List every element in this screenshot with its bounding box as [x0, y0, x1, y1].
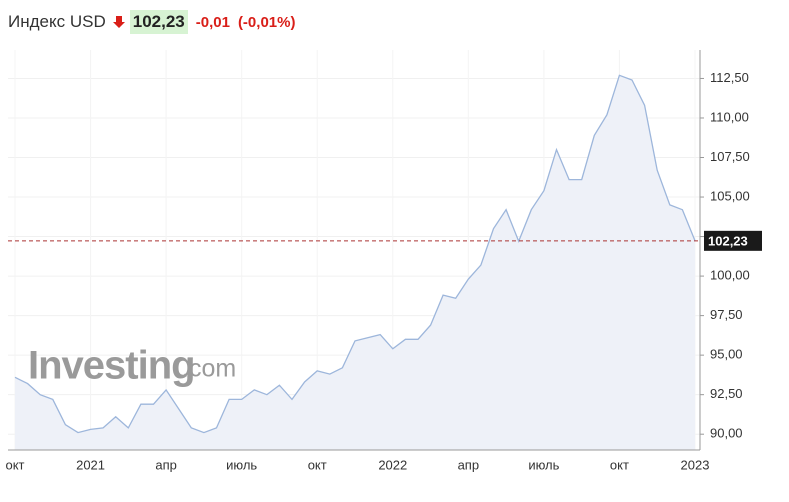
change: -0,01: [195, 13, 230, 31]
x-tick-label: апр: [155, 457, 177, 472]
y-tick-label: 97,50: [710, 307, 743, 322]
x-tick-label: 2021: [76, 457, 105, 472]
y-tick-label: 110,00: [710, 109, 749, 124]
y-tick-label: 107,50: [710, 149, 750, 164]
x-tick-label: окт: [308, 457, 327, 472]
y-tick-label: 100,00: [710, 268, 750, 283]
x-tick-label: окт: [610, 457, 629, 472]
y-tick-label: 112,50: [710, 70, 749, 85]
y-tick-label: 92,50: [710, 386, 743, 401]
y-tick-label: 95,00: [710, 347, 743, 362]
x-tick-label: июль: [528, 457, 559, 472]
x-tick-label: окт: [5, 457, 24, 472]
down-arrow: [112, 16, 125, 28]
line: [14, 74, 696, 434]
y-tick-label: 105,00: [710, 188, 750, 203]
title: Индекс USD: [8, 12, 106, 31]
header: Индекс USD 102,23 -0,01 (-0,01%): [8, 8, 303, 36]
x-tick-label: апр: [458, 457, 480, 472]
area-fill: [15, 75, 695, 451]
last-price-label: 102,23: [708, 233, 748, 248]
x-tick-label: 2023: [681, 457, 710, 472]
watermark-suffix: .com: [182, 355, 236, 383]
change-pct: (-0,01%): [237, 13, 296, 31]
watermark-brand: Investing: [28, 344, 195, 388]
y-tick-label: 90,00: [710, 426, 743, 441]
x-tick-label: июль: [226, 457, 257, 472]
price: 102,23: [129, 10, 188, 34]
x-tick-label: 2022: [378, 457, 407, 472]
last-price-box: [704, 230, 762, 251]
